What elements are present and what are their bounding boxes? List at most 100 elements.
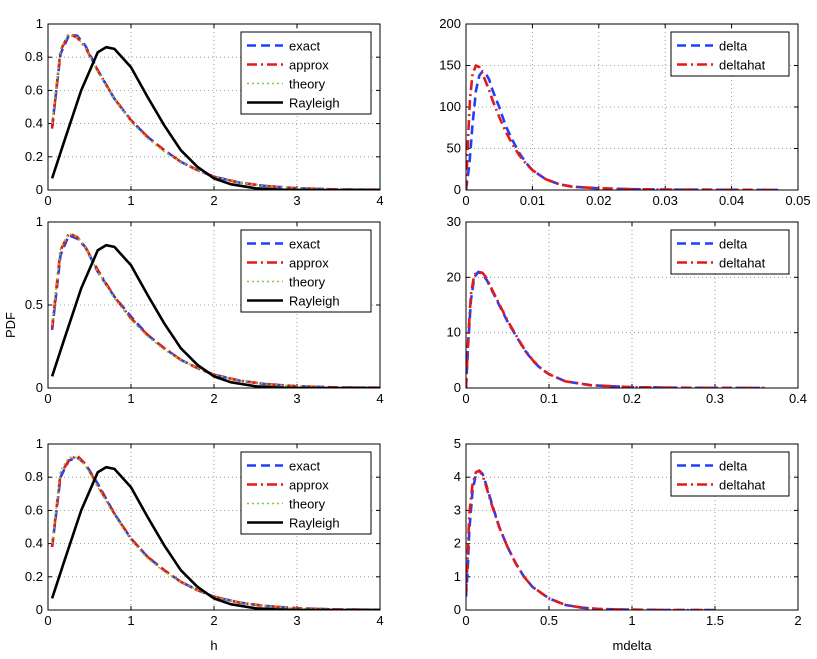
- y-tick-label: 0.8: [25, 469, 43, 484]
- panel-d2: 0 0.1 0.2 0.3 0.4 0 10 20 30 delta deltahat: [447, 214, 808, 406]
- axes-box: [47, 221, 381, 389]
- panel-d3: 0 0.5 1 1.5 2 0 1 2 3 4 5 delta deltahat: [454, 436, 802, 628]
- legend-label-exact: exact: [289, 237, 320, 252]
- legend-label-delta: delta: [719, 39, 748, 54]
- legend: exact approx theory Rayleigh: [240, 31, 372, 115]
- y-tick-label: 4: [454, 469, 461, 484]
- legend: exact approx theory Rayleigh: [240, 229, 372, 313]
- y-tick-label: 0.2: [25, 149, 43, 164]
- series-line-deltahat: [466, 270, 765, 388]
- y-tick-label: 0.5: [25, 297, 43, 312]
- y-tick-label: 1: [454, 569, 461, 584]
- x-tick-label: 2: [794, 613, 801, 628]
- y-tick-label: 0: [454, 182, 461, 197]
- y-tick-label: 0: [454, 602, 461, 617]
- x-tick-label: 0.01: [520, 193, 545, 208]
- legend-label-exact: exact: [289, 459, 320, 474]
- legend: exact approx theory Rayleigh: [240, 451, 372, 535]
- series-line-theory: [51, 232, 380, 388]
- x-tick-label: 1: [628, 613, 635, 628]
- x-tick-label: 3: [293, 613, 300, 628]
- axes-box: [47, 23, 381, 191]
- y-tick-label: 5: [454, 436, 461, 451]
- x-tick-label: 0: [44, 193, 51, 208]
- x-tick-label: 0: [44, 613, 51, 628]
- y-tick-label: 2: [454, 536, 461, 551]
- legend: delta deltahat: [670, 451, 790, 497]
- series-line-approx: [50, 32, 380, 190]
- y-tick-label: 3: [454, 502, 461, 517]
- panel-d1: 0 0.01 0.02 0.03 0.04 0.05050100150200deltade…: [439, 16, 810, 208]
- legend-label-approx: approx: [289, 58, 329, 73]
- series-line-deltahat: [466, 469, 715, 610]
- series-group: [466, 64, 779, 190]
- x-tick-label: 1: [127, 391, 134, 406]
- legend-label-approx: approx: [289, 478, 329, 493]
- y-tick-label: 200: [439, 16, 461, 31]
- legend-label-rayleigh: Rayleigh: [289, 516, 340, 531]
- shared-ylabel: PDF: [3, 312, 18, 338]
- y-tick-label: 100: [439, 99, 461, 114]
- series-line-delta: [466, 270, 765, 388]
- y-tick-label: 30: [447, 214, 461, 229]
- x-tick-label: 1: [127, 613, 134, 628]
- series-line-deltahat: [466, 64, 779, 190]
- y-tick-label: 0.4: [25, 536, 43, 551]
- legend: delta deltahat: [670, 31, 790, 77]
- series-group: [466, 469, 715, 610]
- x-tick-label: 0.05: [785, 193, 810, 208]
- legend-label-theory: theory: [289, 497, 326, 512]
- x-tick-label: 1: [127, 193, 134, 208]
- series-line-exact: [50, 456, 380, 610]
- axes-box: [465, 443, 799, 611]
- legend-label-deltahat: deltahat: [719, 58, 766, 73]
- legend-label-theory: theory: [289, 275, 326, 290]
- legend-label-delta: delta: [719, 237, 748, 252]
- series-line-theory: [51, 456, 380, 610]
- right-xlabel: mdelta: [612, 638, 652, 653]
- x-tick-label: 4: [376, 193, 383, 208]
- x-tick-label: 0: [462, 391, 469, 406]
- legend-label-rayleigh: Rayleigh: [289, 96, 340, 111]
- y-tick-label: 0.4: [25, 116, 43, 131]
- legend-label-theory: theory: [289, 77, 326, 92]
- series-line-exact: [50, 234, 380, 388]
- x-tick-label: 2: [210, 391, 217, 406]
- x-tick-label: 2: [210, 613, 217, 628]
- series-line-theory: [51, 33, 380, 190]
- legend-label-deltahat: deltahat: [719, 256, 766, 271]
- series-group: [466, 270, 765, 388]
- y-tick-label: 0: [36, 602, 43, 617]
- left-xlabel: h: [210, 638, 217, 653]
- y-tick-label: 0.6: [25, 82, 43, 97]
- legend-label-deltahat: deltahat: [719, 478, 766, 493]
- y-tick-label: 50: [447, 141, 461, 156]
- legend-box: [670, 229, 790, 275]
- x-tick-label: 0: [462, 613, 469, 628]
- x-tick-label: 0.2: [623, 391, 641, 406]
- y-tick-label: 0.8: [25, 49, 43, 64]
- y-tick-label: 1: [36, 436, 43, 451]
- x-tick-label: 0: [44, 391, 51, 406]
- axes-box: [465, 23, 799, 191]
- x-tick-label: 0.03: [653, 193, 678, 208]
- y-tick-label: 0: [36, 380, 43, 395]
- legend-label-delta: delta: [719, 459, 748, 474]
- x-tick-label: 0.02: [586, 193, 611, 208]
- x-tick-label: 2: [210, 193, 217, 208]
- axes-box: [465, 221, 799, 389]
- panel-h1: 0 1 2 3 4 0 0.2 0.4 0.6 0.8 1 exact approx theory Rayl…: [25, 16, 384, 208]
- x-tick-label: 0.3: [706, 391, 724, 406]
- x-tick-label: 0.5: [540, 613, 558, 628]
- legend-label-rayleigh: Rayleigh: [289, 294, 340, 309]
- x-tick-label: 3: [293, 391, 300, 406]
- x-tick-label: 0: [462, 193, 469, 208]
- y-tick-label: 150: [439, 58, 461, 73]
- y-tick-label: 0.6: [25, 502, 43, 517]
- legend-label-exact: exact: [289, 39, 320, 54]
- y-tick-label: 1: [36, 214, 43, 229]
- y-tick-label: 10: [447, 325, 461, 340]
- y-tick-label: 0: [36, 182, 43, 197]
- y-tick-label: 1: [36, 16, 43, 31]
